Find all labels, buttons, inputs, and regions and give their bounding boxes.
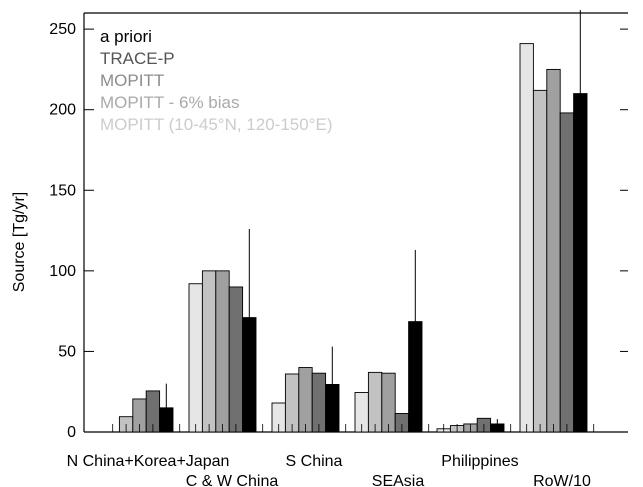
- category-label-4: Philippines: [441, 453, 518, 470]
- bar-5-2: [546, 68, 561, 433]
- category-label-0: N China+Korea+Japan: [67, 453, 230, 470]
- bar-3-2: [381, 372, 396, 433]
- y-tick-label-150: 150: [49, 182, 76, 199]
- y-tick-label-200: 200: [49, 102, 76, 119]
- category-label-2: S China: [286, 453, 343, 470]
- bar-1-2: [215, 270, 230, 433]
- bar-5-1: [532, 89, 548, 433]
- bar-2-3: [311, 372, 327, 433]
- legend-entry-4: MOPITT (10-45°N, 120-150°E): [100, 115, 332, 134]
- category-label-1: C & W China: [186, 473, 279, 487]
- bar-2-2: [298, 367, 313, 433]
- bar-1-4: [242, 317, 257, 433]
- bar-3-1: [367, 371, 383, 433]
- y-axis-label: Source [Tg/yr]: [11, 192, 28, 292]
- bar-5-0: [519, 43, 534, 433]
- bar-5-4: [573, 93, 588, 433]
- legend-entry-1: TRACE-P: [100, 49, 175, 68]
- bar-5-3: [559, 112, 575, 433]
- bar-1-3: [228, 286, 244, 433]
- legend-entry-2: MOPITT: [100, 71, 164, 90]
- y-tick-label-50: 50: [58, 343, 76, 360]
- bar-2-1: [284, 373, 300, 433]
- bar-1-0: [188, 283, 203, 433]
- bar-1-1: [201, 270, 217, 433]
- y-tick-label-250: 250: [49, 21, 76, 38]
- category-label-3: SEAsia: [372, 473, 425, 487]
- category-label-5: RoW/10: [533, 473, 591, 487]
- legend-entry-3: MOPITT - 6% bias: [100, 93, 240, 112]
- bar-3-4: [408, 321, 423, 433]
- y-tick-label-0: 0: [67, 424, 76, 441]
- y-tick-label-100: 100: [49, 263, 76, 280]
- legend-entry-0: a priori: [100, 27, 152, 46]
